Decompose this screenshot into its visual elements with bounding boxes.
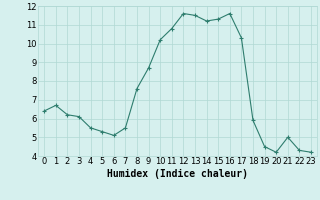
X-axis label: Humidex (Indice chaleur): Humidex (Indice chaleur) — [107, 169, 248, 179]
